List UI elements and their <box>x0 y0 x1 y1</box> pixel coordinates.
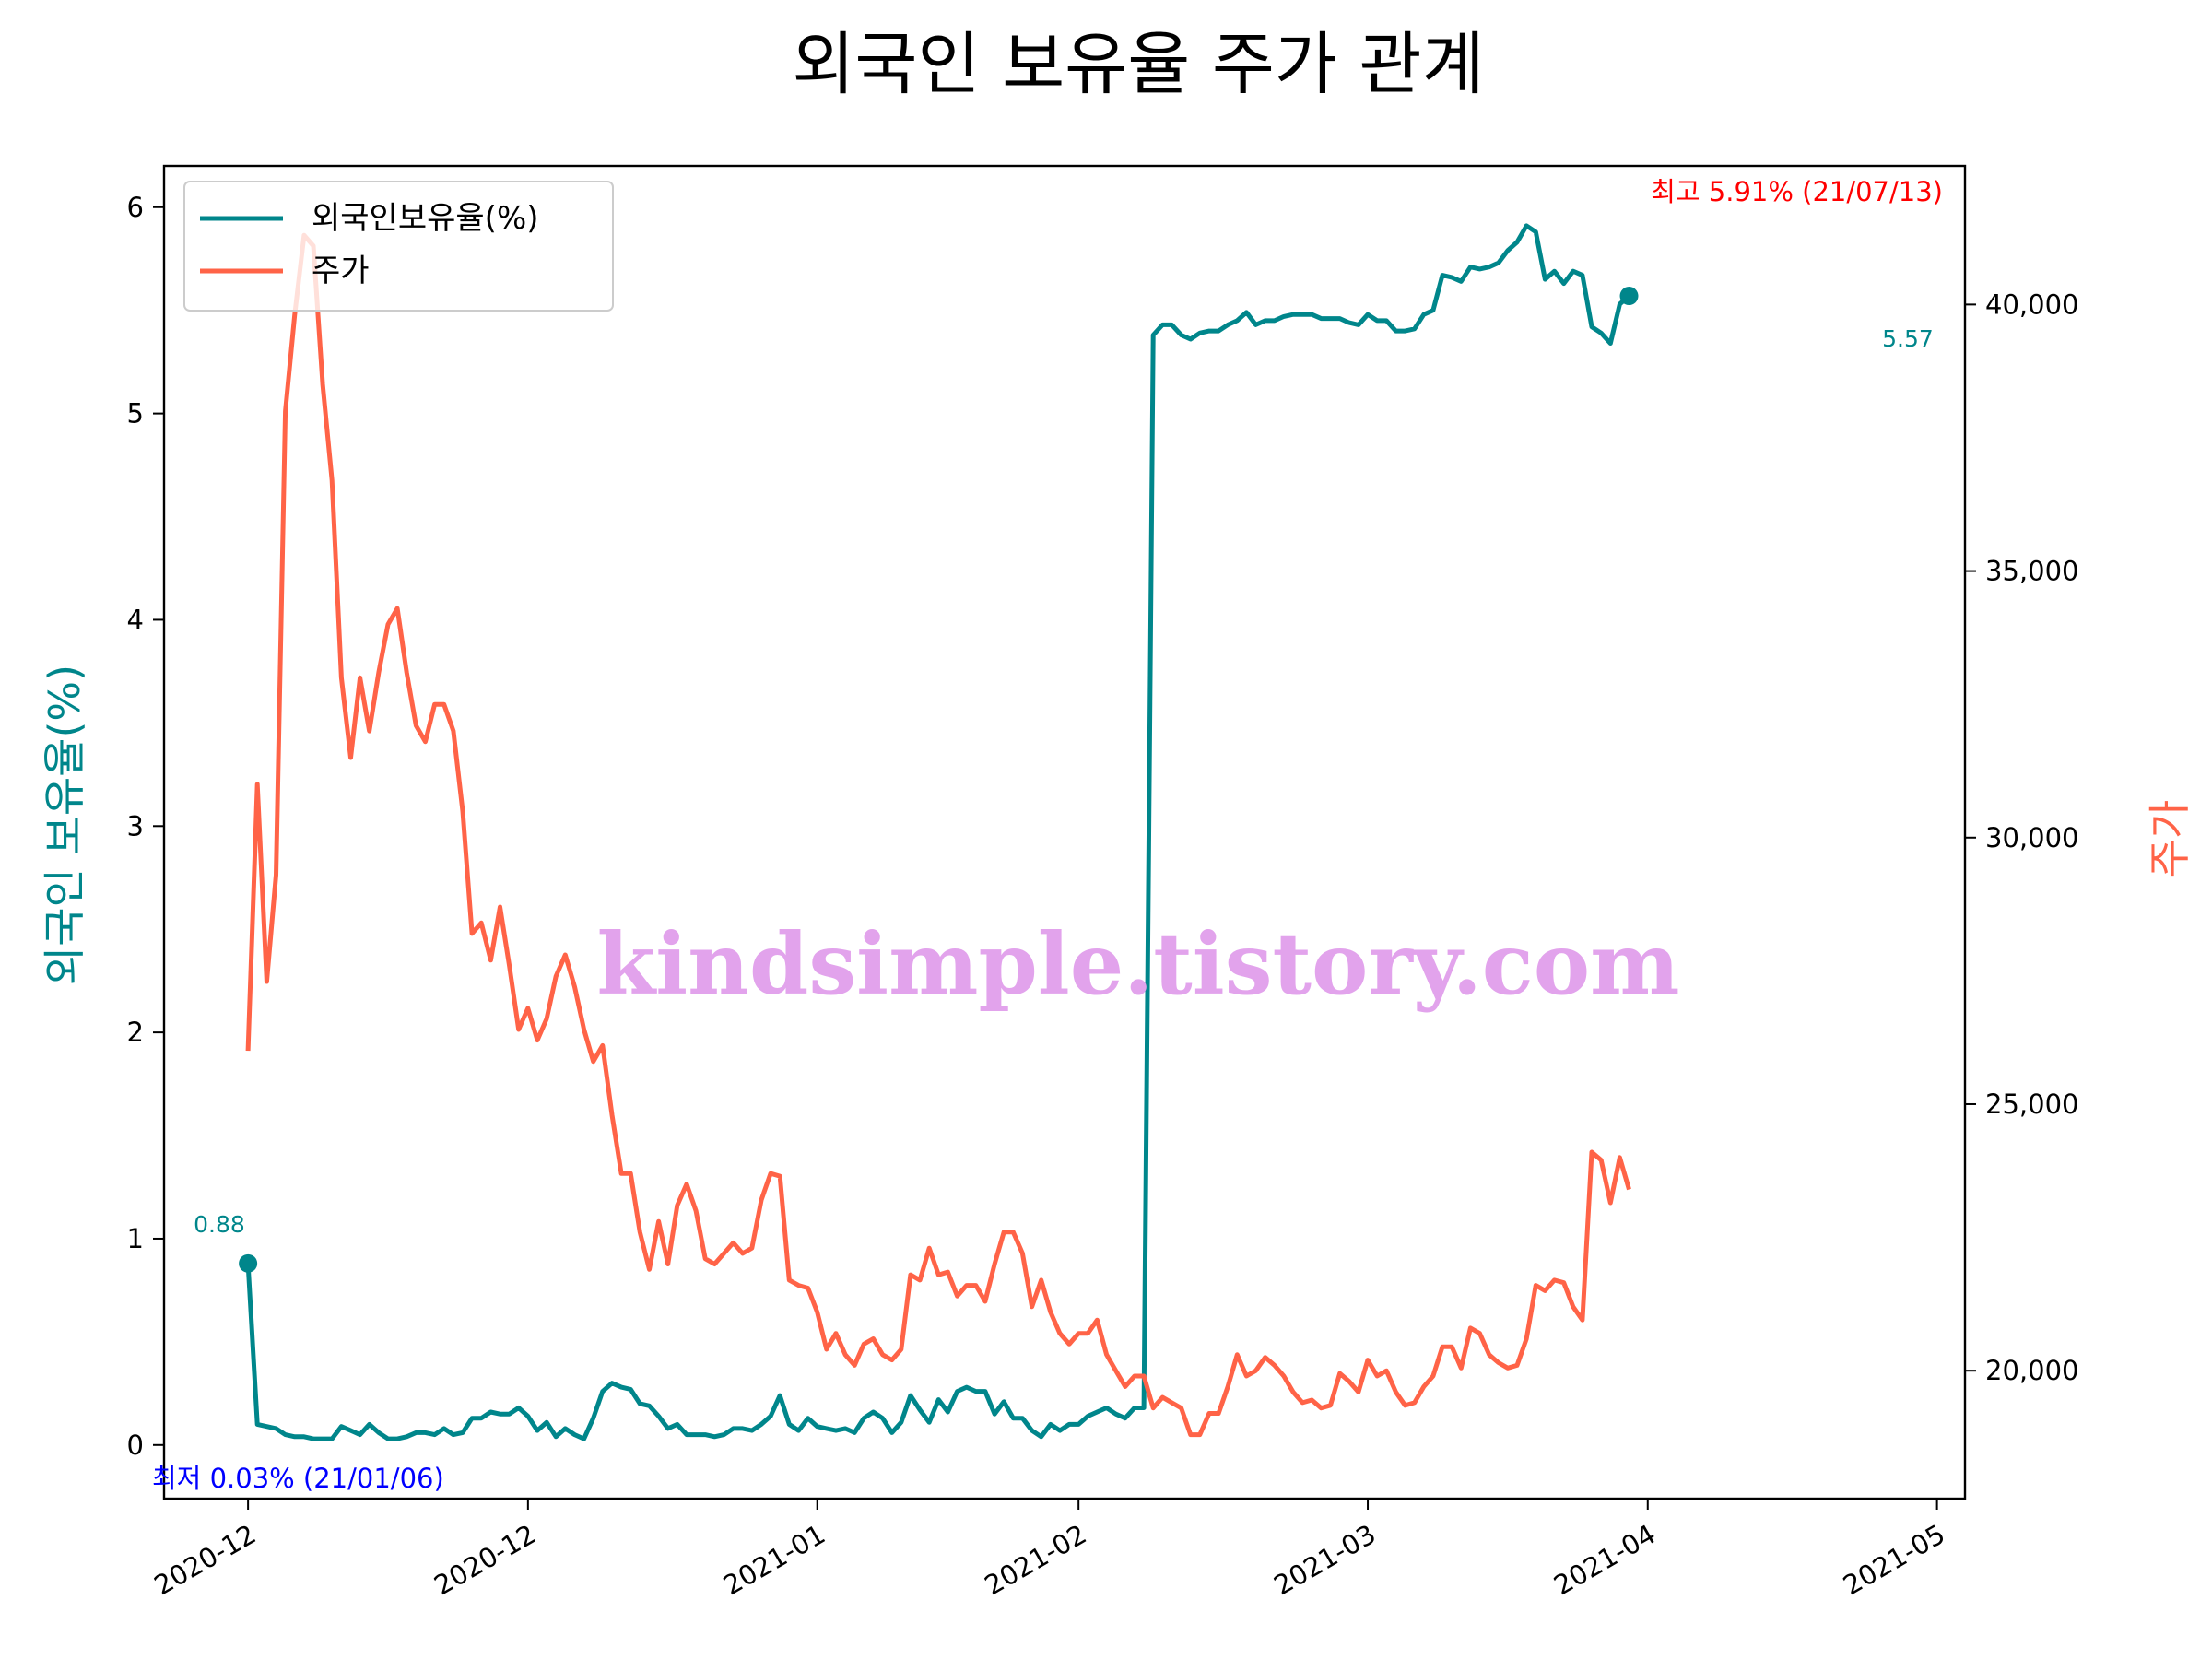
left-y-axis: 0 1 2 3 4 5 6 <box>127 192 164 1461</box>
y-left-tick-label: 6 <box>127 192 144 223</box>
y-right-tick-label: 30,000 <box>1985 822 2078 853</box>
max-annotation: 최고 5.91% (21/07/13) <box>1651 176 1943 207</box>
plot-frame <box>162 164 1967 1500</box>
y-left-tick-label: 3 <box>127 810 144 841</box>
x-axis: 2020-12 2020-12 2021-01 2021-02 2021-03 2021-… <box>148 1499 1950 1601</box>
y-left-axis-label: 외국인 보유율(%) <box>40 665 89 985</box>
endpoint-markers <box>239 287 1639 1273</box>
legend-label-stock-price: 주가 <box>312 253 370 289</box>
series-line-foreign-ratio <box>245 223 1631 1441</box>
x-tick-label: 2021-01 <box>718 1518 830 1601</box>
end-point-marker <box>1619 287 1639 306</box>
legend-box <box>183 181 614 312</box>
min-annotation: 최저 0.03% (21/01/06) <box>152 1463 444 1494</box>
y-left-tick-label: 1 <box>127 1223 144 1254</box>
x-tick-label: 2021-02 <box>980 1518 1092 1601</box>
plot-area <box>162 164 1967 1500</box>
y-left-tick-label: 2 <box>127 1017 144 1048</box>
x-tick-label: 2020-12 <box>148 1518 261 1601</box>
y-right-axis-label: 주가 <box>2145 800 2194 878</box>
y-right-tick-label: 40,000 <box>1985 288 2078 320</box>
y-left-tick-label: 0 <box>127 1430 144 1461</box>
legend: 외국인보유율(%) 주가 <box>183 181 614 312</box>
x-tick-label: 2020-12 <box>429 1518 541 1601</box>
x-tick-label: 2021-05 <box>1838 1518 1950 1601</box>
y-right-tick-label: 25,000 <box>1985 1088 2078 1120</box>
y-left-tick-label: 4 <box>127 604 144 635</box>
series-lines <box>245 223 1631 1441</box>
end-value-annotation: 5.57 <box>1882 325 1934 352</box>
y-right-tick-label: 20,000 <box>1985 1355 2078 1386</box>
legend-label-foreign-ratio: 외국인보유율(%) <box>312 200 539 237</box>
watermark: kindsimple.tistory.com <box>596 914 1679 1014</box>
right-y-axis: 20,000 25,000 30,000 35,000 40,000 <box>1965 288 2078 1386</box>
start-value-annotation: 0.88 <box>194 1211 245 1238</box>
start-point-marker <box>239 1253 258 1273</box>
x-tick-label: 2021-04 <box>1548 1518 1661 1601</box>
series-line-stock-price <box>245 232 1631 1438</box>
chart-title: 외국인 보유율 주가 관계 <box>792 25 1484 104</box>
y-left-tick-label: 5 <box>127 398 144 429</box>
x-tick-label: 2021-03 <box>1268 1518 1381 1601</box>
y-right-tick-label: 35,000 <box>1985 556 2078 587</box>
